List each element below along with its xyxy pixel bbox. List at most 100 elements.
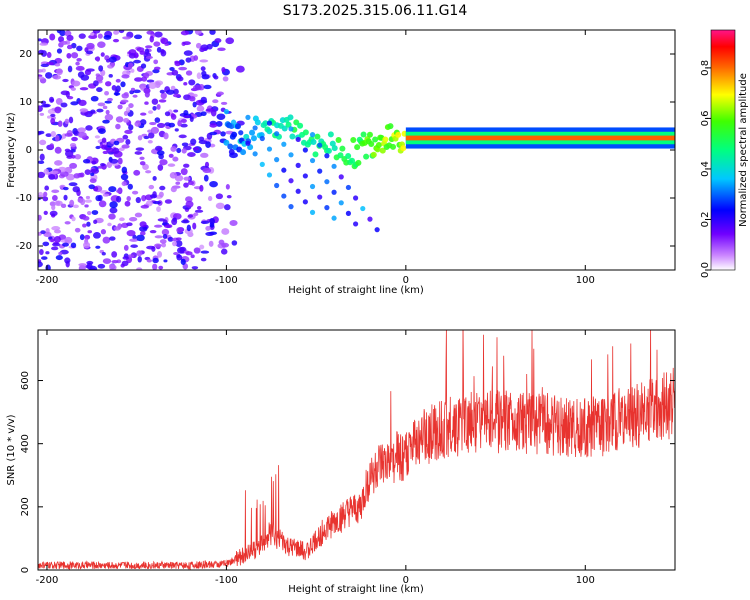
colorbar-frame (710, 29, 736, 271)
spectrogram-cell (400, 145, 407, 152)
spectrogram-cell (136, 234, 145, 242)
spectrogram-cell (149, 194, 158, 199)
spectrogram-cell (50, 238, 55, 242)
spectrogram-cell (170, 146, 177, 152)
spectrogram-cell (134, 77, 143, 82)
spectrogram-cell (105, 109, 110, 115)
spectrogram-cell (168, 153, 174, 158)
spectrogram-cell (245, 140, 251, 146)
spectrogram-cell (148, 82, 157, 90)
spectrogram-cell (95, 56, 101, 62)
spectrogram-cell (382, 136, 389, 143)
spectrogram-cell (145, 45, 153, 49)
spectrogram-cell (122, 134, 129, 140)
snr-frame (37, 329, 676, 571)
spectrogram-cell (160, 37, 169, 45)
spectrogram-cell (317, 194, 323, 200)
spectrogram-cell (196, 205, 202, 210)
spectrogram-cell (126, 229, 136, 237)
spectrogram-cell (159, 185, 166, 191)
x-tick-label: 0 (403, 275, 409, 286)
spectrogram-cell (172, 93, 181, 98)
spectrogram-cell (181, 142, 189, 147)
spectrogram-cell (119, 217, 125, 222)
spectrogram-cell (38, 76, 45, 80)
spectrogram-cell (390, 143, 397, 150)
spectrogram-cell (121, 74, 130, 79)
spectrogram-cell (90, 168, 100, 174)
spectrogram-cell (161, 242, 167, 248)
x-tick-label: 100 (576, 275, 595, 286)
spectrogram-cell (152, 105, 157, 111)
spectrogram-cell (128, 52, 136, 59)
spectrogram-cell (169, 172, 178, 179)
spectrogram-cell (116, 189, 122, 194)
spectrogram-cell (91, 210, 99, 215)
spectrogram-cell (113, 30, 120, 35)
spectrogram-cell (156, 104, 161, 110)
spectrogram-cell (192, 147, 200, 151)
spectrogram-cell (121, 144, 130, 149)
spectrogram-cell (144, 91, 150, 98)
spectrogram-cell (174, 174, 184, 182)
spectrogram-cell (266, 172, 273, 178)
spectrogram-cell (101, 144, 108, 150)
spectrogram-cell (209, 30, 216, 35)
spectrogram-cell (82, 223, 87, 228)
spectrogram-cell (62, 78, 69, 83)
spectrogram-cell (234, 123, 241, 130)
spectrogram-cell (209, 123, 218, 128)
spectrogram-cell (139, 119, 147, 126)
spectrogram-cell (211, 109, 217, 117)
spectrogram-cell (199, 47, 205, 53)
spectrogram-cell (173, 88, 179, 95)
spectrogram-cell (147, 132, 155, 139)
spectrogram-cell (121, 166, 128, 174)
spectrogram-cell (96, 87, 103, 93)
spectrogram-cell (366, 131, 373, 138)
spectrogram-cell (152, 69, 160, 74)
spectrogram-cell (127, 62, 134, 68)
y-tick-label: -20 (16, 241, 32, 252)
spectrogram-cell (153, 59, 159, 65)
spectrogram-cell (230, 119, 237, 125)
spectrogram-cell (148, 110, 154, 114)
spectrogram-cell (354, 144, 361, 151)
snr-series-line (38, 330, 675, 570)
spectrogram-cell (174, 61, 181, 67)
spectrogram-cell (372, 136, 379, 143)
spectrogram-cell (133, 169, 141, 176)
spectrogram-cell (192, 222, 197, 230)
spectrogram-cell (363, 153, 370, 160)
spectrogram-cell (193, 247, 201, 254)
spectrogram-cell (216, 113, 226, 120)
spectrogram-cell (339, 145, 346, 152)
spectrogram-cell (60, 40, 68, 45)
spectrogram-cell (225, 184, 230, 190)
spectrogram-cell (156, 122, 166, 129)
spectrogram-cell (159, 159, 168, 166)
spectrogram-cell (154, 31, 163, 38)
spectrogram-cell (187, 214, 194, 218)
spectrogram-cell (47, 115, 52, 119)
spectrogram-cell (162, 234, 168, 240)
spectrogram-cell (54, 63, 61, 67)
spectrogram-cell (134, 121, 142, 127)
spectrogram-cell (302, 147, 308, 153)
spectrogram-cell (111, 260, 119, 264)
spectrogram-cell (216, 91, 224, 96)
snr-x-label: Height of straight line (km) (288, 584, 424, 595)
spectrogram-cell (43, 168, 49, 175)
spectrogram-cell (145, 55, 153, 59)
spectrogram-cell (71, 216, 76, 222)
spectrogram-cell (192, 101, 197, 108)
spectrogram-cell (58, 36, 65, 43)
spectrogram-cell (226, 194, 232, 199)
spectrogram-marks (38, 30, 675, 270)
spectrogram-cell (64, 132, 73, 137)
spectrogram-cell (160, 92, 167, 100)
spectrogram-cell (84, 69, 92, 76)
spectrogram-cell (54, 229, 61, 234)
spectrogram-cell (105, 81, 112, 87)
